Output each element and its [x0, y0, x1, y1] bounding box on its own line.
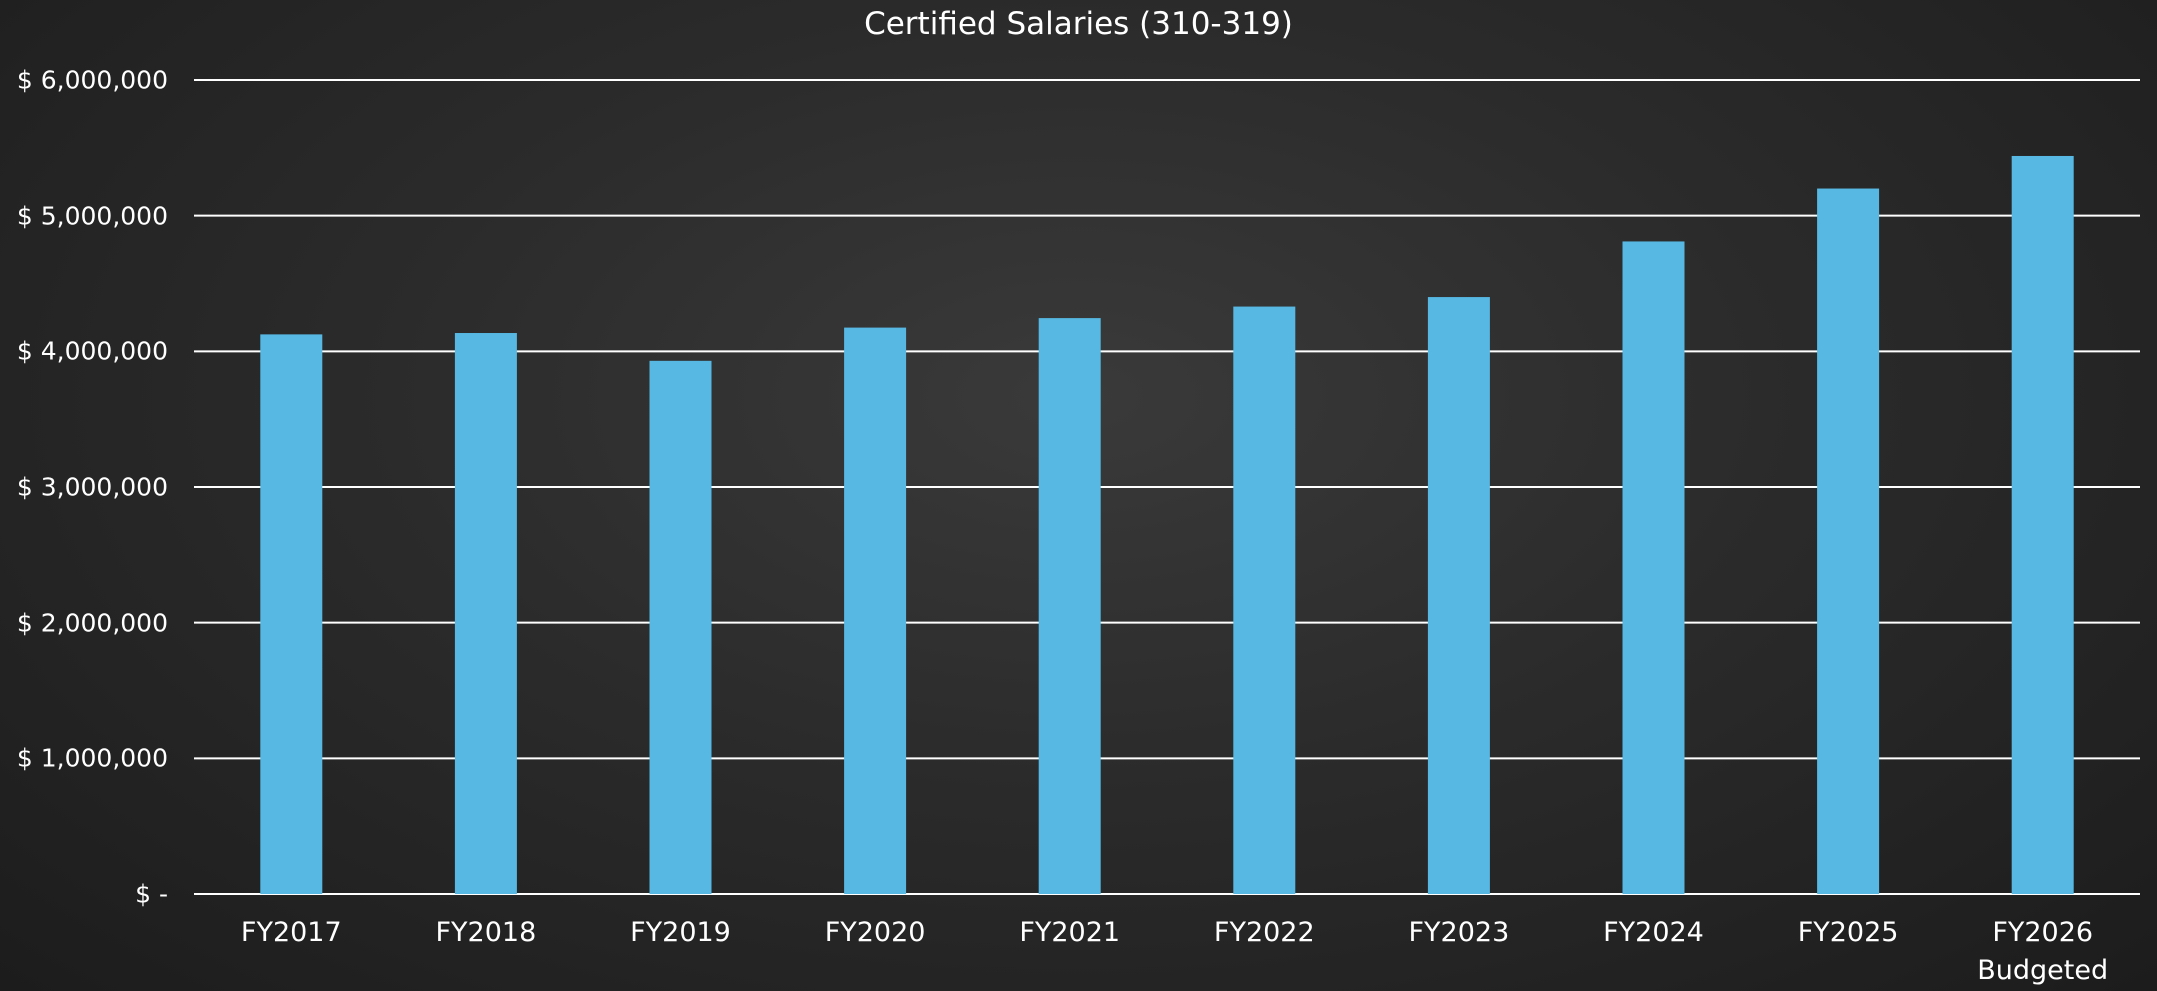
y-tick-label: $ 3,000,000	[16, 472, 168, 502]
y-tick-label: $ 2,000,000	[16, 608, 168, 638]
bar	[1233, 306, 1296, 894]
x-tick-label: FY2018	[435, 917, 537, 948]
x-tick-label: FY2022	[1213, 917, 1315, 948]
bar	[1038, 318, 1101, 895]
bar	[2011, 155, 2074, 894]
bar	[454, 333, 517, 895]
x-tick-label: FY2024	[1603, 917, 1704, 948]
bar	[649, 360, 712, 895]
chart-title: Certified Salaries (310-319)	[864, 6, 1293, 42]
x-tick-label: FY2025	[1797, 917, 1899, 948]
y-tick-label: $ -	[135, 879, 168, 909]
bar	[260, 334, 323, 894]
bar	[1427, 297, 1490, 895]
y-tick-label: $ 4,000,000	[16, 336, 168, 366]
y-tick-label: $ 5,000,000	[16, 201, 168, 231]
x-tick-label: FY2017	[240, 917, 342, 948]
x-tick-label: FY2023	[1408, 917, 1510, 948]
bar	[1622, 241, 1685, 894]
bar	[1817, 188, 1880, 895]
y-tick-label: $ 6,000,000	[16, 65, 168, 95]
x-tick-label: FY2020	[824, 917, 926, 948]
x-tick-label: FY2021	[1019, 917, 1121, 948]
x-tick-label: FY2019	[630, 917, 731, 948]
bar	[844, 327, 907, 894]
x-tick-label: FY2026 Budgeted	[1977, 917, 2109, 986]
y-tick-label: $ 1,000,000	[16, 743, 168, 773]
